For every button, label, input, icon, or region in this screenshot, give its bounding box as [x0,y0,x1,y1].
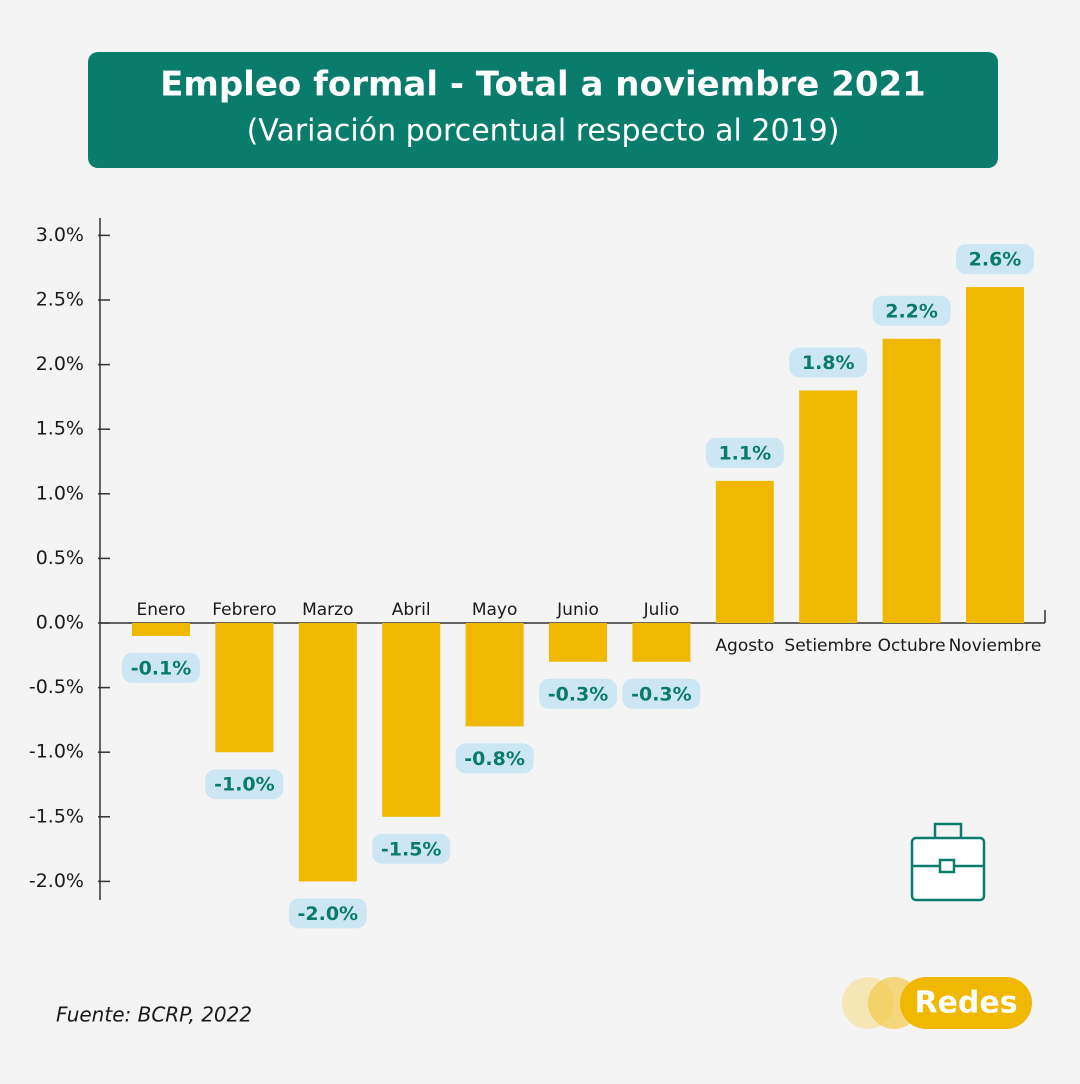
bar [215,623,274,753]
y-tick-label: -2.0% [29,870,84,892]
value-label-bg [455,743,534,774]
bar [298,623,357,882]
bar [799,390,858,623]
y-tick-label: 1.0% [36,482,84,504]
bar [465,623,524,727]
brand-name: Redes [914,986,1017,1021]
bar [549,623,607,662]
bar [632,623,691,662]
value-label-bg [539,678,617,709]
value-label: -0.1% [131,657,192,679]
chart-title: Empleo formal - Total a noviembre 2021 [160,65,926,105]
y-tick-label: -1.0% [29,741,84,763]
value-label-bg [205,769,284,800]
value-label: -0.3% [548,683,609,705]
y-tick-label: -0.5% [29,676,84,698]
x-tick-label: Junio [556,600,599,620]
value-label: 1.1% [718,442,771,464]
x-tick-label: Febrero [212,600,276,620]
x-tick-label: Setiembre [784,636,872,656]
y-tick-label: 2.5% [36,289,84,311]
x-tick-label: Octubre [878,636,946,656]
x-tick-label: Julio [643,600,680,620]
value-label: -1.0% [214,774,275,796]
x-tick-label: Enero [137,600,186,620]
value-label-bg [872,295,951,326]
value-label-bg [372,833,451,864]
briefcase-icon [910,822,986,902]
x-tick-label: Noviembre [949,636,1042,656]
value-label-bg [789,347,868,378]
y-tick-label: 1.5% [36,418,84,440]
y-tick-label: -1.5% [29,805,84,827]
value-label: 2.2% [885,300,938,322]
y-tick-label: 0.0% [36,612,84,634]
x-tick-label: Mayo [472,600,518,620]
bar [882,338,941,623]
value-label-bg [705,437,784,468]
value-label: -0.3% [631,683,692,705]
bar [382,623,441,817]
y-tick-label: 3.0% [36,224,84,246]
chart-subtitle: (Variación porcentual respecto al 2019) [247,114,840,149]
value-label: 2.6% [969,249,1022,271]
y-tick-label: 0.5% [36,547,84,569]
value-label-bg [622,678,701,709]
value-label-bg [122,652,200,683]
value-label: 1.8% [802,352,855,374]
x-tick-label: Marzo [302,600,353,620]
value-label-bg [956,244,1034,275]
bar [715,480,774,623]
x-tick-label: Agosto [715,636,774,656]
y-tick-label: 2.0% [36,353,84,375]
value-label-bg [288,898,367,929]
bar [132,623,190,636]
value-label: -0.8% [464,748,525,770]
x-tick-label: Abril [392,600,431,620]
bar [966,287,1024,623]
value-label: -1.5% [381,838,442,860]
title-box [88,52,998,168]
brand-logo: Redes [842,977,1032,1029]
source: Fuente: BCRP, 2022 [56,1003,252,1027]
value-label: -2.0% [298,903,359,925]
